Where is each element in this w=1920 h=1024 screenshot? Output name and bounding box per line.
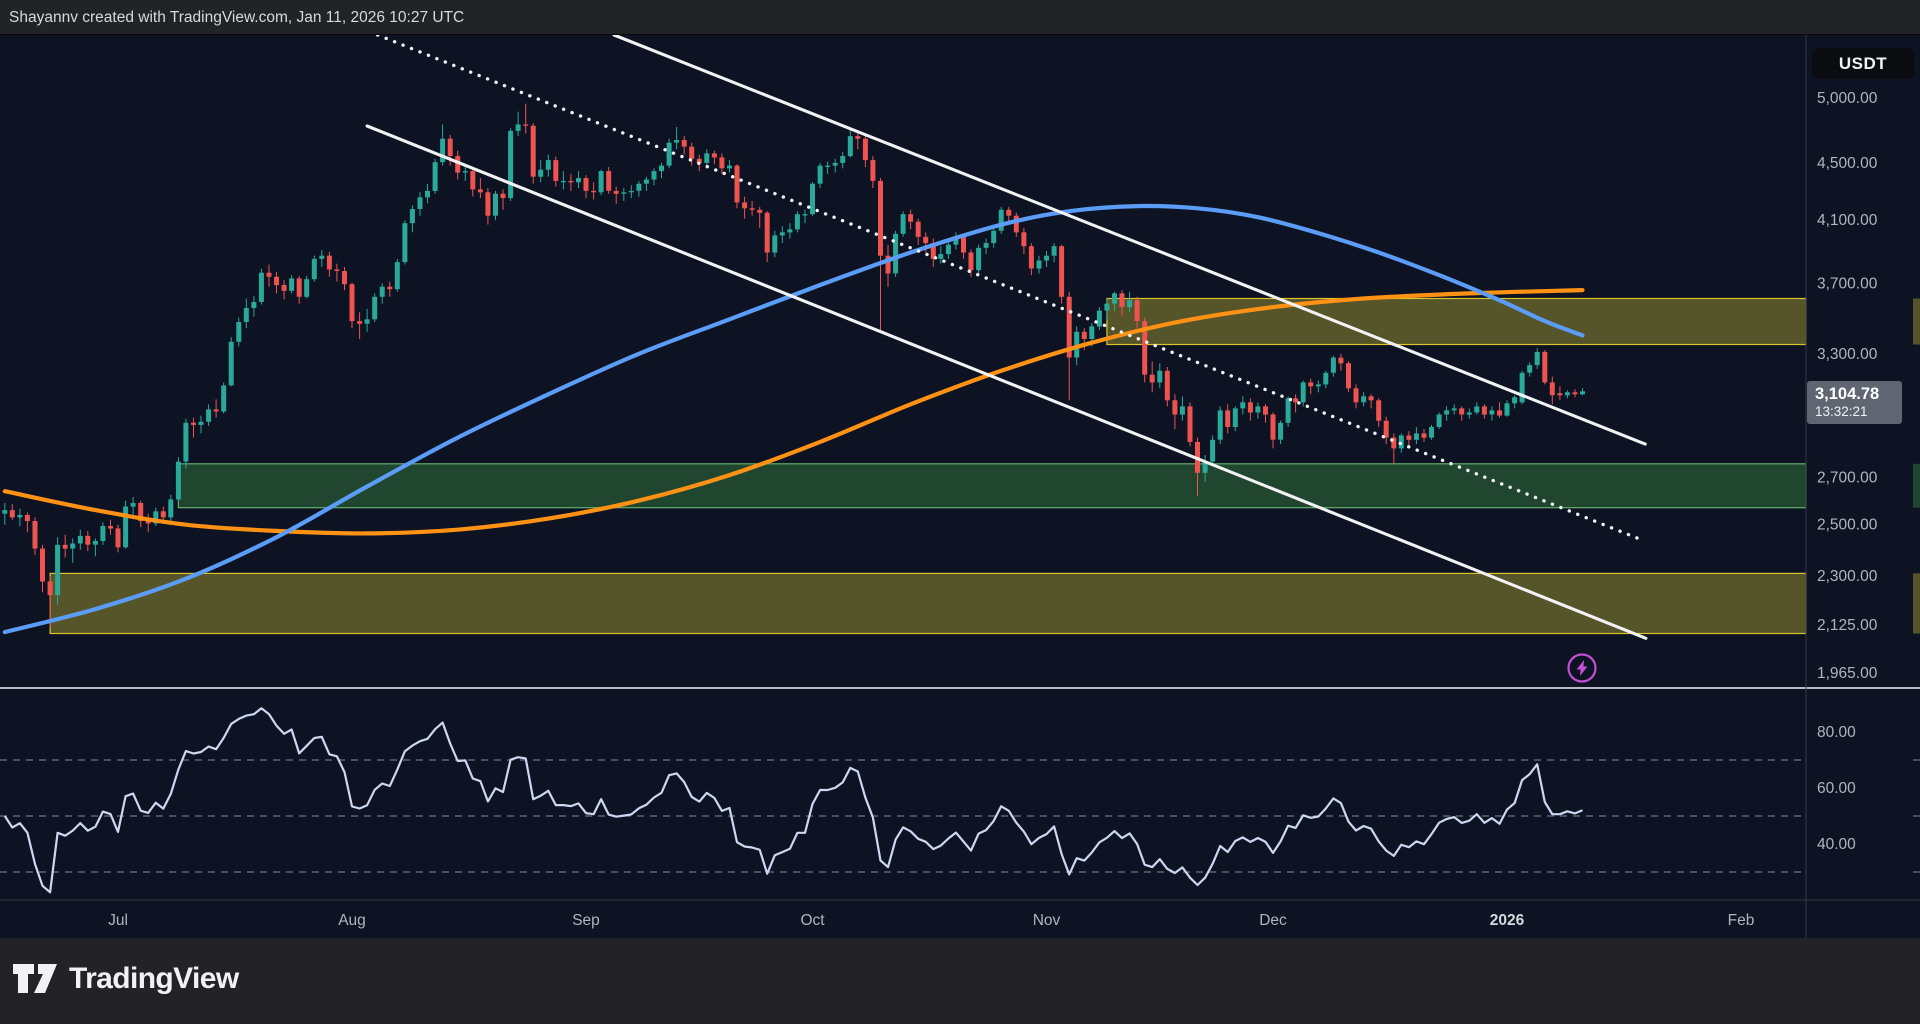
price-tick-label: 2,125.00 (1817, 617, 1878, 634)
time-tick-label: Dec (1259, 912, 1287, 929)
candlestick-series (2, 103, 1585, 628)
price-tick-label: 4,500.00 (1817, 155, 1878, 172)
tradingview-logo-text: TradingView (69, 962, 239, 995)
last-price-label: 3,104.78 13:32:21 (1807, 381, 1902, 424)
price-tick-label: 2,500.00 (1817, 517, 1878, 534)
bar-countdown-timer: 13:32:21 (1815, 404, 1868, 419)
footer-bar: TradingView (0, 938, 1920, 1024)
time-axis[interactable]: Jul Aug Sep Oct Nov Dec 2026 Feb (108, 912, 1754, 929)
support-zone-yellow (49, 572, 1807, 635)
channel-lower-line[interactable] (365, 124, 1648, 640)
time-tick-label: Nov (1033, 912, 1061, 929)
support-zone-green (177, 463, 1807, 509)
time-tick-label: Aug (338, 912, 366, 929)
quote-currency-badge[interactable]: USDT (1812, 48, 1914, 79)
price-tick-label: 3,700.00 (1817, 275, 1878, 292)
rsi-line (3, 707, 1583, 894)
price-tick-label: 1,965.00 (1817, 665, 1878, 682)
attribution-text: Shayannv created with TradingView.com, J… (9, 9, 465, 26)
time-tick-label: Jul (108, 912, 128, 929)
quote-currency-label: USDT (1838, 54, 1888, 73)
price-tick-label: 4,100.00 (1817, 212, 1878, 229)
ma-fast-blue[interactable] (2, 203, 1585, 635)
price-tick-label: 2,300.00 (1817, 568, 1878, 585)
price-axis[interactable]: 5,000.00 4,500.00 4,100.00 3,700.00 3,300.00… (1817, 90, 1878, 853)
channel-mid-dotted-line[interactable] (376, 33, 1643, 542)
rsi-tick-label: 40.00 (1817, 836, 1856, 853)
last-price-value: 3,104.78 (1815, 385, 1880, 403)
tradingview-logo[interactable]: TradingView (12, 962, 239, 996)
price-tick-label: 5,000.00 (1817, 90, 1878, 107)
time-tick-label: 2026 (1490, 912, 1525, 929)
price-tick-label: 3,300.00 (1817, 346, 1878, 363)
channel-upper-line[interactable] (612, 33, 1647, 446)
time-tick-label: Feb (1728, 912, 1755, 929)
rsi-tick-label: 60.00 (1817, 780, 1856, 797)
price-tick-label: 2,700.00 (1817, 469, 1878, 486)
attribution-header: Shayannv created with TradingView.com, J… (0, 0, 1920, 35)
lightning-boost-icon[interactable] (1567, 653, 1597, 683)
rsi-panel[interactable] (0, 707, 1920, 894)
price-zones (49, 297, 1920, 635)
rsi-tick-label: 80.00 (1817, 724, 1856, 741)
time-tick-label: Sep (572, 912, 600, 929)
resistance-zone-yellow (1106, 297, 1807, 346)
tradingview-logo-icon (13, 964, 57, 993)
time-tick-label: Oct (800, 912, 825, 929)
